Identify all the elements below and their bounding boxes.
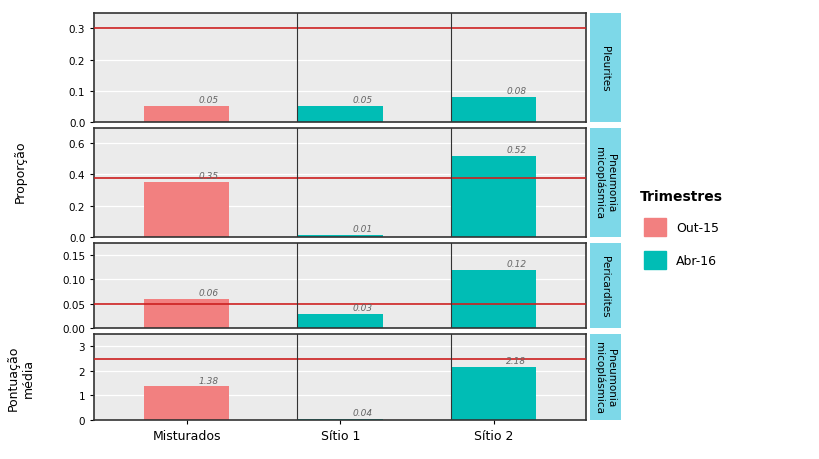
Bar [297,419,382,420]
Text: 0.05: 0.05 [352,96,373,105]
Bar [144,183,229,237]
Bar [297,314,382,329]
Bar [144,299,229,329]
Text: 0.08: 0.08 [505,87,526,96]
Text: 0.03: 0.03 [352,303,373,313]
Text: Pontuação
média: Pontuação média [7,345,34,410]
Text: Pericardites: Pericardites [600,255,609,317]
Bar [451,367,536,420]
Text: 0.06: 0.06 [198,289,219,298]
Bar [297,107,382,123]
Bar [144,107,229,123]
Text: 0.35: 0.35 [198,172,219,181]
Legend: Out-15, Abr-16: Out-15, Abr-16 [633,184,728,275]
Bar [451,157,536,237]
Text: 0.04: 0.04 [352,409,373,418]
Text: Proporção: Proporção [14,140,27,202]
Text: Pneumonia
micoplásmica: Pneumonia micoplásmica [593,341,616,413]
Bar [297,236,382,237]
Bar [451,98,536,123]
Bar [144,386,229,420]
Text: 0.01: 0.01 [352,225,373,234]
Text: 1.38: 1.38 [198,376,219,385]
Text: 0.52: 0.52 [505,146,526,155]
Text: 2.18: 2.18 [505,356,526,365]
Text: 0.05: 0.05 [198,96,219,105]
Bar [451,270,536,329]
Text: 0.12: 0.12 [505,259,526,269]
Text: Pneumonia
micoplásmica: Pneumonia micoplásmica [593,147,616,219]
Text: Pleurites: Pleurites [600,45,609,91]
